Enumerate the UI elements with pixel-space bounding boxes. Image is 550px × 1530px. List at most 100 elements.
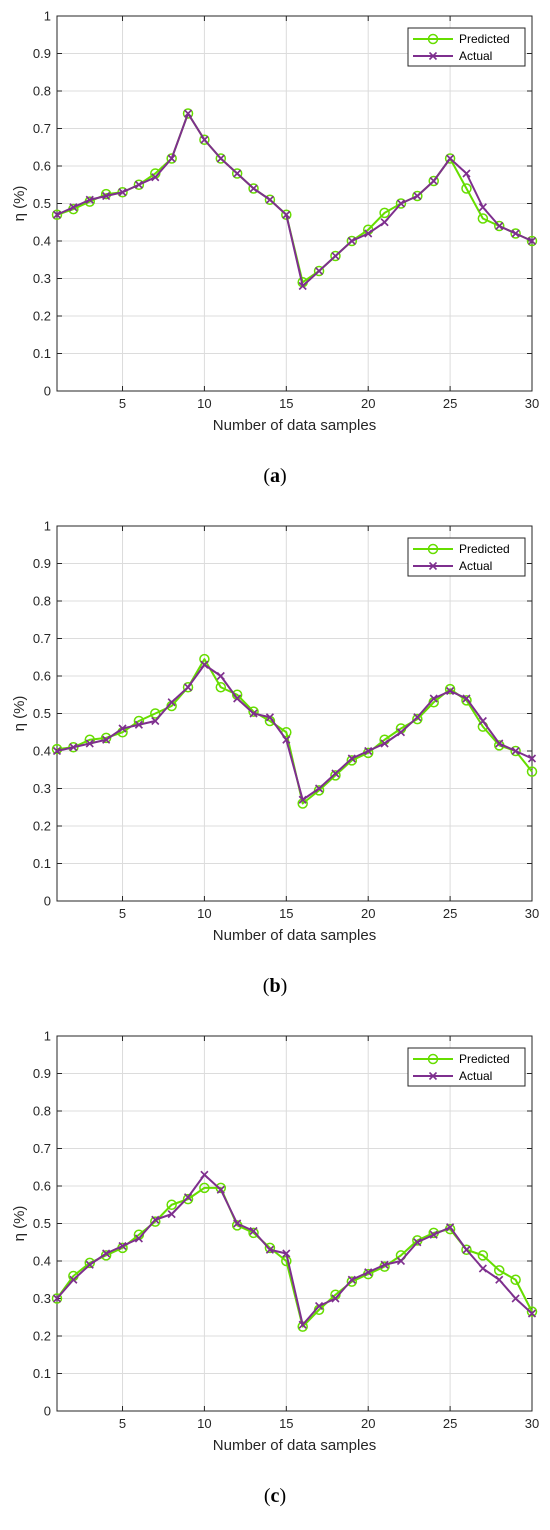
data-point-predicted xyxy=(68,742,79,753)
legend-marker-predicted xyxy=(427,543,439,555)
data-point-actual xyxy=(233,694,242,703)
data-point-predicted xyxy=(182,1193,194,1205)
data-point-actual xyxy=(102,735,111,744)
series-actual xyxy=(52,1170,537,1329)
data-point-predicted xyxy=(510,745,521,757)
data-point-predicted xyxy=(346,235,358,247)
x-axis-label: Number of data samples xyxy=(213,1437,376,1454)
data-point-actual xyxy=(298,795,307,804)
data-point-actual xyxy=(200,1170,209,1179)
data-point-actual xyxy=(102,191,111,201)
x-tick-label: 30 xyxy=(525,1416,539,1431)
y-tick-label: 0.2 xyxy=(33,819,51,834)
y-tick-label: 0.5 xyxy=(33,196,51,211)
y-tick-label: 0.2 xyxy=(33,309,51,324)
data-point-actual xyxy=(216,154,225,163)
data-point-actual xyxy=(167,154,176,163)
data-point-actual xyxy=(118,1241,127,1251)
x-axis-label: Number of data samples xyxy=(213,927,376,944)
y-tick-label: 0.7 xyxy=(33,631,51,646)
x-tick-label: 10 xyxy=(197,396,211,411)
figure-caption: (a) xyxy=(263,465,286,487)
data-point-predicted xyxy=(150,1216,161,1227)
data-point-actual xyxy=(478,716,487,726)
x-tick-label: 20 xyxy=(361,396,375,411)
data-point-actual xyxy=(167,698,176,707)
data-point-actual xyxy=(200,660,209,669)
legend-item-actual: Actual xyxy=(413,1069,492,1083)
data-point-predicted xyxy=(412,190,423,202)
data-point-predicted xyxy=(215,682,227,693)
data-point-predicted xyxy=(281,209,292,220)
data-point-actual xyxy=(183,109,193,118)
y-axis-label: η (%) xyxy=(11,1206,28,1242)
data-point-predicted xyxy=(395,198,407,209)
data-point-predicted xyxy=(248,706,259,717)
data-point-actual xyxy=(331,251,340,261)
data-point-actual xyxy=(85,1260,94,1269)
legend: Predicted Actual xyxy=(407,27,526,67)
data-point-actual xyxy=(134,180,143,189)
y-tick-label: 0.6 xyxy=(33,669,51,684)
legend-item-predicted: Predicted xyxy=(413,542,510,556)
data-point-actual xyxy=(527,236,537,246)
data-point-actual xyxy=(69,743,78,752)
data-point-predicted xyxy=(182,682,194,693)
data-point-actual xyxy=(102,1249,111,1258)
data-point-predicted xyxy=(444,153,456,164)
y-tick-label: 0.1 xyxy=(33,1366,51,1381)
y-tick-label: 0.1 xyxy=(33,346,51,361)
data-point-actual xyxy=(511,229,520,238)
data-point-predicted xyxy=(100,1250,112,1261)
data-point-predicted xyxy=(412,713,423,725)
data-point-predicted xyxy=(199,134,210,145)
data-point-actual xyxy=(364,746,373,756)
data-point-predicted xyxy=(526,235,538,247)
data-point-actual xyxy=(527,1309,537,1318)
legend-marker-predicted xyxy=(427,33,439,45)
data-point-predicted xyxy=(444,683,456,695)
y-tick-label: 0.4 xyxy=(33,744,51,759)
data-point-actual xyxy=(527,754,537,763)
data-point-predicted xyxy=(264,194,276,205)
data-point-predicted xyxy=(215,1182,227,1194)
data-point-predicted xyxy=(150,708,161,719)
data-point-actual xyxy=(249,1226,258,1236)
data-point-actual xyxy=(85,195,94,204)
data-point-predicted xyxy=(346,1276,358,1287)
x-tick-label: 20 xyxy=(361,906,375,921)
data-point-actual xyxy=(364,229,373,238)
legend-label-actual: Actual xyxy=(459,1069,492,1083)
data-point-predicted xyxy=(510,1274,521,1285)
data-point-actual xyxy=(298,281,307,291)
series-actual xyxy=(52,660,537,804)
data-point-predicted xyxy=(133,179,145,190)
data-point-actual xyxy=(151,716,160,726)
data-point-predicted xyxy=(182,108,194,119)
data-point-predicted xyxy=(346,755,358,766)
y-tick-label: 0.3 xyxy=(33,271,51,286)
data-point-predicted xyxy=(51,1293,63,1304)
y-tick-label: 0.7 xyxy=(33,121,51,136)
data-point-actual xyxy=(134,720,143,729)
data-point-actual xyxy=(347,236,356,246)
legend-marker-actual xyxy=(428,561,438,571)
data-point-actual xyxy=(183,1193,193,1202)
series-actual xyxy=(52,109,537,291)
y-tick-label: 0.9 xyxy=(33,46,51,61)
legend-label-predicted: Predicted xyxy=(459,1052,510,1066)
data-point-predicted xyxy=(461,183,472,194)
data-point-predicted xyxy=(330,770,341,781)
data-point-actual xyxy=(364,1268,373,1277)
data-point-predicted xyxy=(100,732,112,744)
data-point-actual xyxy=(380,1260,389,1269)
y-tick-label: 0 xyxy=(44,894,51,909)
data-point-actual xyxy=(85,739,94,748)
y-tick-label: 0.3 xyxy=(33,781,51,796)
data-point-actual xyxy=(331,769,340,778)
y-tick-label: 1 xyxy=(44,519,51,534)
x-tick-label: 10 xyxy=(197,1416,211,1431)
series-line-actual xyxy=(56,663,533,801)
x-tick-label: 30 xyxy=(525,906,539,921)
data-point-predicted xyxy=(461,695,472,706)
